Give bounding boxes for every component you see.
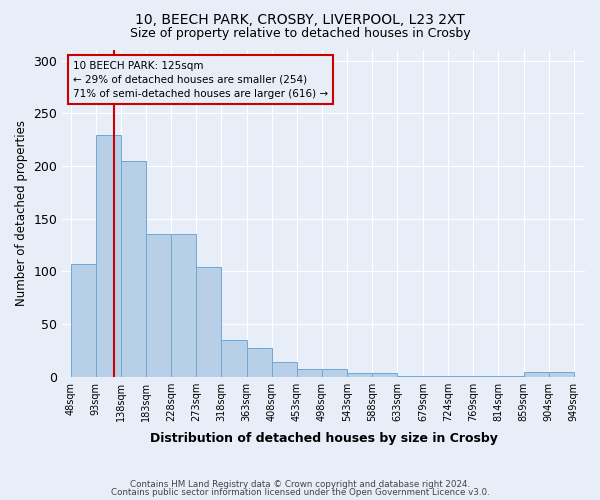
Bar — [372, 374, 397, 376]
Bar — [322, 370, 347, 376]
Bar — [146, 234, 171, 376]
Text: 10, BEECH PARK, CROSBY, LIVERPOOL, L23 2XT: 10, BEECH PARK, CROSBY, LIVERPOOL, L23 2… — [135, 12, 465, 26]
Bar — [347, 374, 372, 376]
Text: Contains HM Land Registry data © Crown copyright and database right 2024.: Contains HM Land Registry data © Crown c… — [130, 480, 470, 489]
Bar — [221, 340, 247, 376]
Bar — [196, 267, 221, 376]
Bar — [524, 372, 549, 376]
Bar — [549, 372, 574, 376]
Y-axis label: Number of detached properties: Number of detached properties — [15, 120, 28, 306]
X-axis label: Distribution of detached houses by size in Crosby: Distribution of detached houses by size … — [150, 432, 497, 445]
Bar — [96, 136, 121, 376]
Bar — [71, 264, 96, 376]
Bar — [272, 362, 297, 376]
Text: Size of property relative to detached houses in Crosby: Size of property relative to detached ho… — [130, 28, 470, 40]
Bar — [171, 234, 196, 376]
Bar — [121, 160, 146, 376]
Text: Contains public sector information licensed under the Open Government Licence v3: Contains public sector information licen… — [110, 488, 490, 497]
Bar — [297, 370, 322, 376]
Bar — [247, 348, 272, 376]
Text: 10 BEECH PARK: 125sqm
← 29% of detached houses are smaller (254)
71% of semi-det: 10 BEECH PARK: 125sqm ← 29% of detached … — [73, 60, 328, 98]
